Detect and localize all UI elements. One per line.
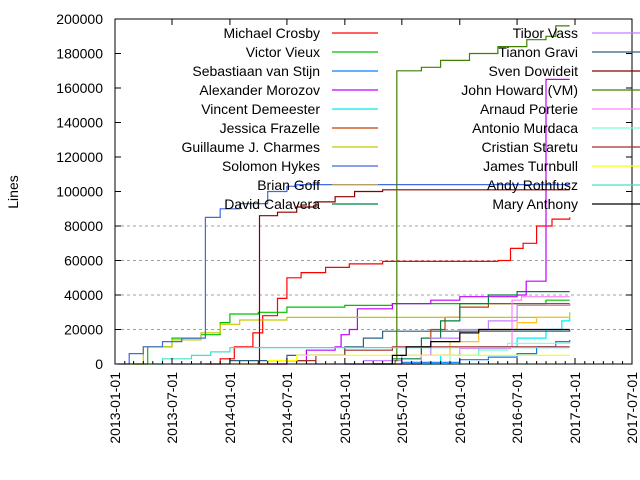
series-line <box>258 189 570 365</box>
legend: Michael Crosby Victor Vieux Sebastiaan van… <box>182 25 640 212</box>
x-tick-label: 2014-01-01 <box>222 372 238 444</box>
legend-label: Jessica Frazelle <box>220 120 321 136</box>
series-line <box>205 217 571 365</box>
x-tick-label: 2016-01-01 <box>452 372 468 444</box>
legend-label: Vincent Demeester <box>201 101 320 117</box>
legend-label: Cristian Staretu <box>482 139 578 155</box>
axes: 0 20000 40000 60000 80000 100000 120000 140000 1… <box>56 11 640 444</box>
legend-label: James Turnbull <box>483 158 578 174</box>
legend-label: John Howard (VM) <box>461 82 578 98</box>
y-axis-label: Lines <box>5 175 21 208</box>
legend-label: Tibor Vass <box>513 25 578 41</box>
legend-label: Sven Dowideit <box>489 63 579 79</box>
y-tick-label: 80000 <box>64 218 103 234</box>
legend-label: Andy Rothfusz <box>487 177 578 193</box>
x-tick-label: 2013-01-01 <box>107 372 123 444</box>
y-tick-label: 40000 <box>64 287 103 303</box>
series-line <box>229 354 570 365</box>
legend-label: Arnaud Porterie <box>480 101 578 117</box>
series-line <box>373 328 570 365</box>
x-tick-label: 2016-07-01 <box>509 372 525 444</box>
legend-label: Tianon Gravi <box>498 44 578 60</box>
x-tick-label: 2015-07-01 <box>394 372 410 444</box>
y-tick-label: 200000 <box>56 11 103 27</box>
y-tick-label: 180000 <box>56 46 103 62</box>
legend-label: Brian Goff <box>257 177 320 193</box>
grid <box>115 225 632 330</box>
legend-label: Antonio Murdaca <box>472 120 578 136</box>
y-tick-label: 160000 <box>56 80 103 96</box>
x-tick-label: 2014-07-01 <box>279 372 295 444</box>
legend-label: Solomon Hykes <box>222 158 320 174</box>
legend-label: Guillaume J. Charmes <box>182 139 321 155</box>
y-tick-label: 140000 <box>56 115 103 131</box>
x-tick-label: 2017-07-01 <box>624 372 640 444</box>
series-line <box>258 78 570 365</box>
legend-label: Sebastiaan van Stijn <box>192 63 320 79</box>
x-tick-label: 2015-01-01 <box>337 372 353 444</box>
legend-label: Michael Crosby <box>224 25 320 41</box>
legend-label: Mary Anthony <box>492 196 578 212</box>
legend-label: Alexander Morozov <box>199 82 320 98</box>
y-tick-label: 60000 <box>64 253 103 269</box>
series-line <box>117 184 570 365</box>
y-tick-label: 100000 <box>56 184 103 200</box>
y-tick-label: 20000 <box>64 322 103 338</box>
legend-label: Victor Vieux <box>246 44 320 60</box>
series-line <box>421 342 571 365</box>
x-tick-label: 2017-01-01 <box>567 372 583 444</box>
legend-label: David Calavera <box>224 196 320 212</box>
y-tick-label: 120000 <box>56 149 103 165</box>
x-tick-label: 2013-07-01 <box>164 372 180 444</box>
series-line <box>133 299 570 365</box>
series-line <box>363 25 570 365</box>
y-tick-label: 0 <box>95 356 103 372</box>
